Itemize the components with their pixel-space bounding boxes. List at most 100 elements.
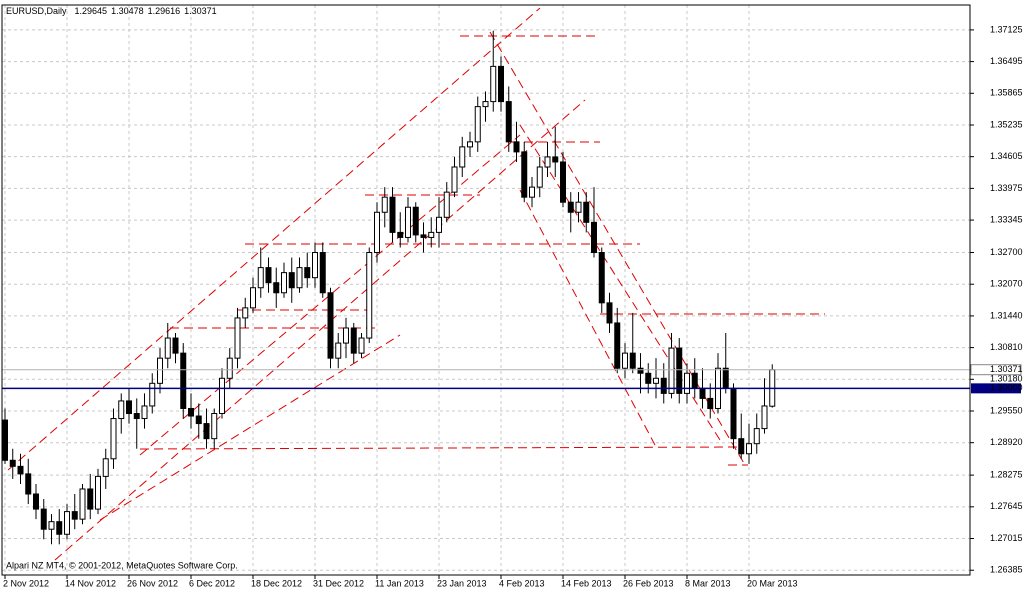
y-tick-label: 1.26385 bbox=[990, 565, 1023, 575]
trendline bbox=[99, 334, 401, 521]
x-tick-label: 14 Nov 2012 bbox=[65, 578, 116, 588]
candle-body bbox=[521, 151, 528, 198]
y-tick-label: 1.36495 bbox=[990, 56, 1023, 66]
candle-body bbox=[110, 418, 117, 460]
candle-body bbox=[180, 352, 187, 409]
candle-body bbox=[118, 400, 125, 420]
y-tick-label: 1.27015 bbox=[990, 533, 1023, 543]
candle-body bbox=[753, 428, 760, 445]
candle-body bbox=[490, 65, 497, 103]
candle-body bbox=[381, 196, 388, 213]
candle-body bbox=[684, 372, 690, 394]
y-tick-label: 1.30810 bbox=[990, 342, 1023, 352]
candle-body bbox=[188, 407, 194, 417]
candle-body bbox=[583, 201, 590, 223]
trendline bbox=[54, 99, 586, 561]
candle-body bbox=[126, 400, 132, 415]
last-price-label: 1.30371 bbox=[990, 364, 1023, 374]
grid bbox=[2, 5, 970, 575]
candle-body bbox=[529, 186, 535, 198]
header-high: 1.30478 bbox=[111, 6, 144, 16]
candle-body bbox=[629, 352, 636, 369]
candle-body bbox=[552, 156, 559, 163]
candle-body bbox=[730, 387, 737, 440]
candle-body bbox=[87, 488, 94, 510]
candle-body bbox=[273, 282, 280, 294]
chart-title: EURUSD,Daily 1.29645 1.30478 1.29616 1.30371 bbox=[6, 6, 217, 16]
candle-body bbox=[420, 234, 427, 238]
candle-body bbox=[467, 141, 473, 148]
candle-body bbox=[498, 65, 504, 103]
candle-body bbox=[288, 272, 295, 289]
candle-body bbox=[9, 459, 16, 467]
candle-body bbox=[195, 415, 202, 425]
x-tick-label: 14 Feb 2013 bbox=[561, 578, 612, 588]
price-level-label: 1.30000 bbox=[990, 383, 1023, 393]
x-tick-label: 18 Dec 2012 bbox=[251, 578, 302, 588]
candle-body bbox=[645, 372, 652, 384]
x-tick-label: 26 Feb 2013 bbox=[623, 578, 674, 588]
candle-body bbox=[389, 196, 396, 233]
candle-body bbox=[203, 423, 210, 440]
candle-body bbox=[622, 352, 628, 369]
x-tick-label: 26 Nov 2012 bbox=[127, 578, 178, 588]
y-tick-label: 1.29550 bbox=[990, 405, 1023, 415]
candle-body bbox=[71, 511, 78, 520]
candle-body bbox=[405, 206, 411, 238]
candle-body bbox=[234, 317, 241, 359]
candle-body bbox=[397, 231, 404, 238]
candle-body bbox=[319, 252, 326, 294]
candle-body bbox=[149, 382, 156, 407]
y-tick-label: 1.27645 bbox=[990, 501, 1023, 511]
candle-body bbox=[505, 101, 512, 143]
candle-body bbox=[358, 337, 365, 354]
candle-body bbox=[350, 327, 357, 354]
candle-body bbox=[141, 405, 148, 420]
candle-body bbox=[79, 488, 86, 520]
x-tick-label: 8 Mar 2013 bbox=[685, 578, 731, 588]
candle-body bbox=[56, 521, 63, 535]
x-tick-label: 4 Feb 2013 bbox=[499, 578, 545, 588]
candle-body bbox=[560, 161, 566, 203]
candle-body bbox=[281, 272, 287, 294]
candle-body bbox=[343, 327, 349, 344]
candle-body bbox=[40, 508, 47, 530]
candle-body bbox=[676, 347, 683, 394]
x-tick-label: 11 Jan 2013 bbox=[375, 578, 424, 588]
y-tick-label: 1.28920 bbox=[990, 437, 1023, 447]
candle-body bbox=[691, 372, 698, 389]
y-tick-label: 1.33975 bbox=[990, 183, 1023, 193]
price-level-box bbox=[971, 383, 1021, 394]
candle-body bbox=[366, 252, 373, 339]
candle-body bbox=[707, 397, 714, 409]
candle-body bbox=[614, 322, 621, 369]
candle-body bbox=[102, 458, 109, 477]
y-tick-label: 1.37125 bbox=[990, 24, 1023, 34]
candle-body bbox=[668, 347, 675, 394]
x-tick-label: 6 Dec 2012 bbox=[189, 578, 235, 588]
candle-body bbox=[133, 413, 140, 420]
candle-body bbox=[459, 146, 466, 168]
trendline bbox=[519, 189, 656, 446]
x-tick-label: 31 Dec 2012 bbox=[313, 578, 364, 588]
candle-body bbox=[211, 413, 218, 440]
candle-body bbox=[653, 377, 659, 384]
candle-body bbox=[436, 216, 442, 233]
trendline bbox=[7, 7, 541, 471]
candle-body bbox=[513, 141, 520, 153]
candle-body bbox=[443, 191, 450, 218]
candle-body bbox=[2, 419, 8, 461]
candle-body bbox=[157, 357, 163, 384]
y-tick-label: 1.35235 bbox=[990, 119, 1023, 129]
candle-body bbox=[567, 201, 574, 213]
y-tick-label: 1.33345 bbox=[990, 214, 1023, 224]
y-tick-label: 1.30180 bbox=[990, 374, 1023, 384]
candle-body bbox=[699, 387, 706, 399]
x-tick-label: 23 Jan 2013 bbox=[437, 578, 487, 588]
symbol: EURUSD,Daily bbox=[6, 6, 67, 16]
candle-body bbox=[536, 166, 543, 188]
candle-body bbox=[95, 475, 101, 510]
candle-body bbox=[265, 267, 272, 284]
candle-body bbox=[33, 493, 39, 510]
candle-body bbox=[428, 231, 435, 238]
